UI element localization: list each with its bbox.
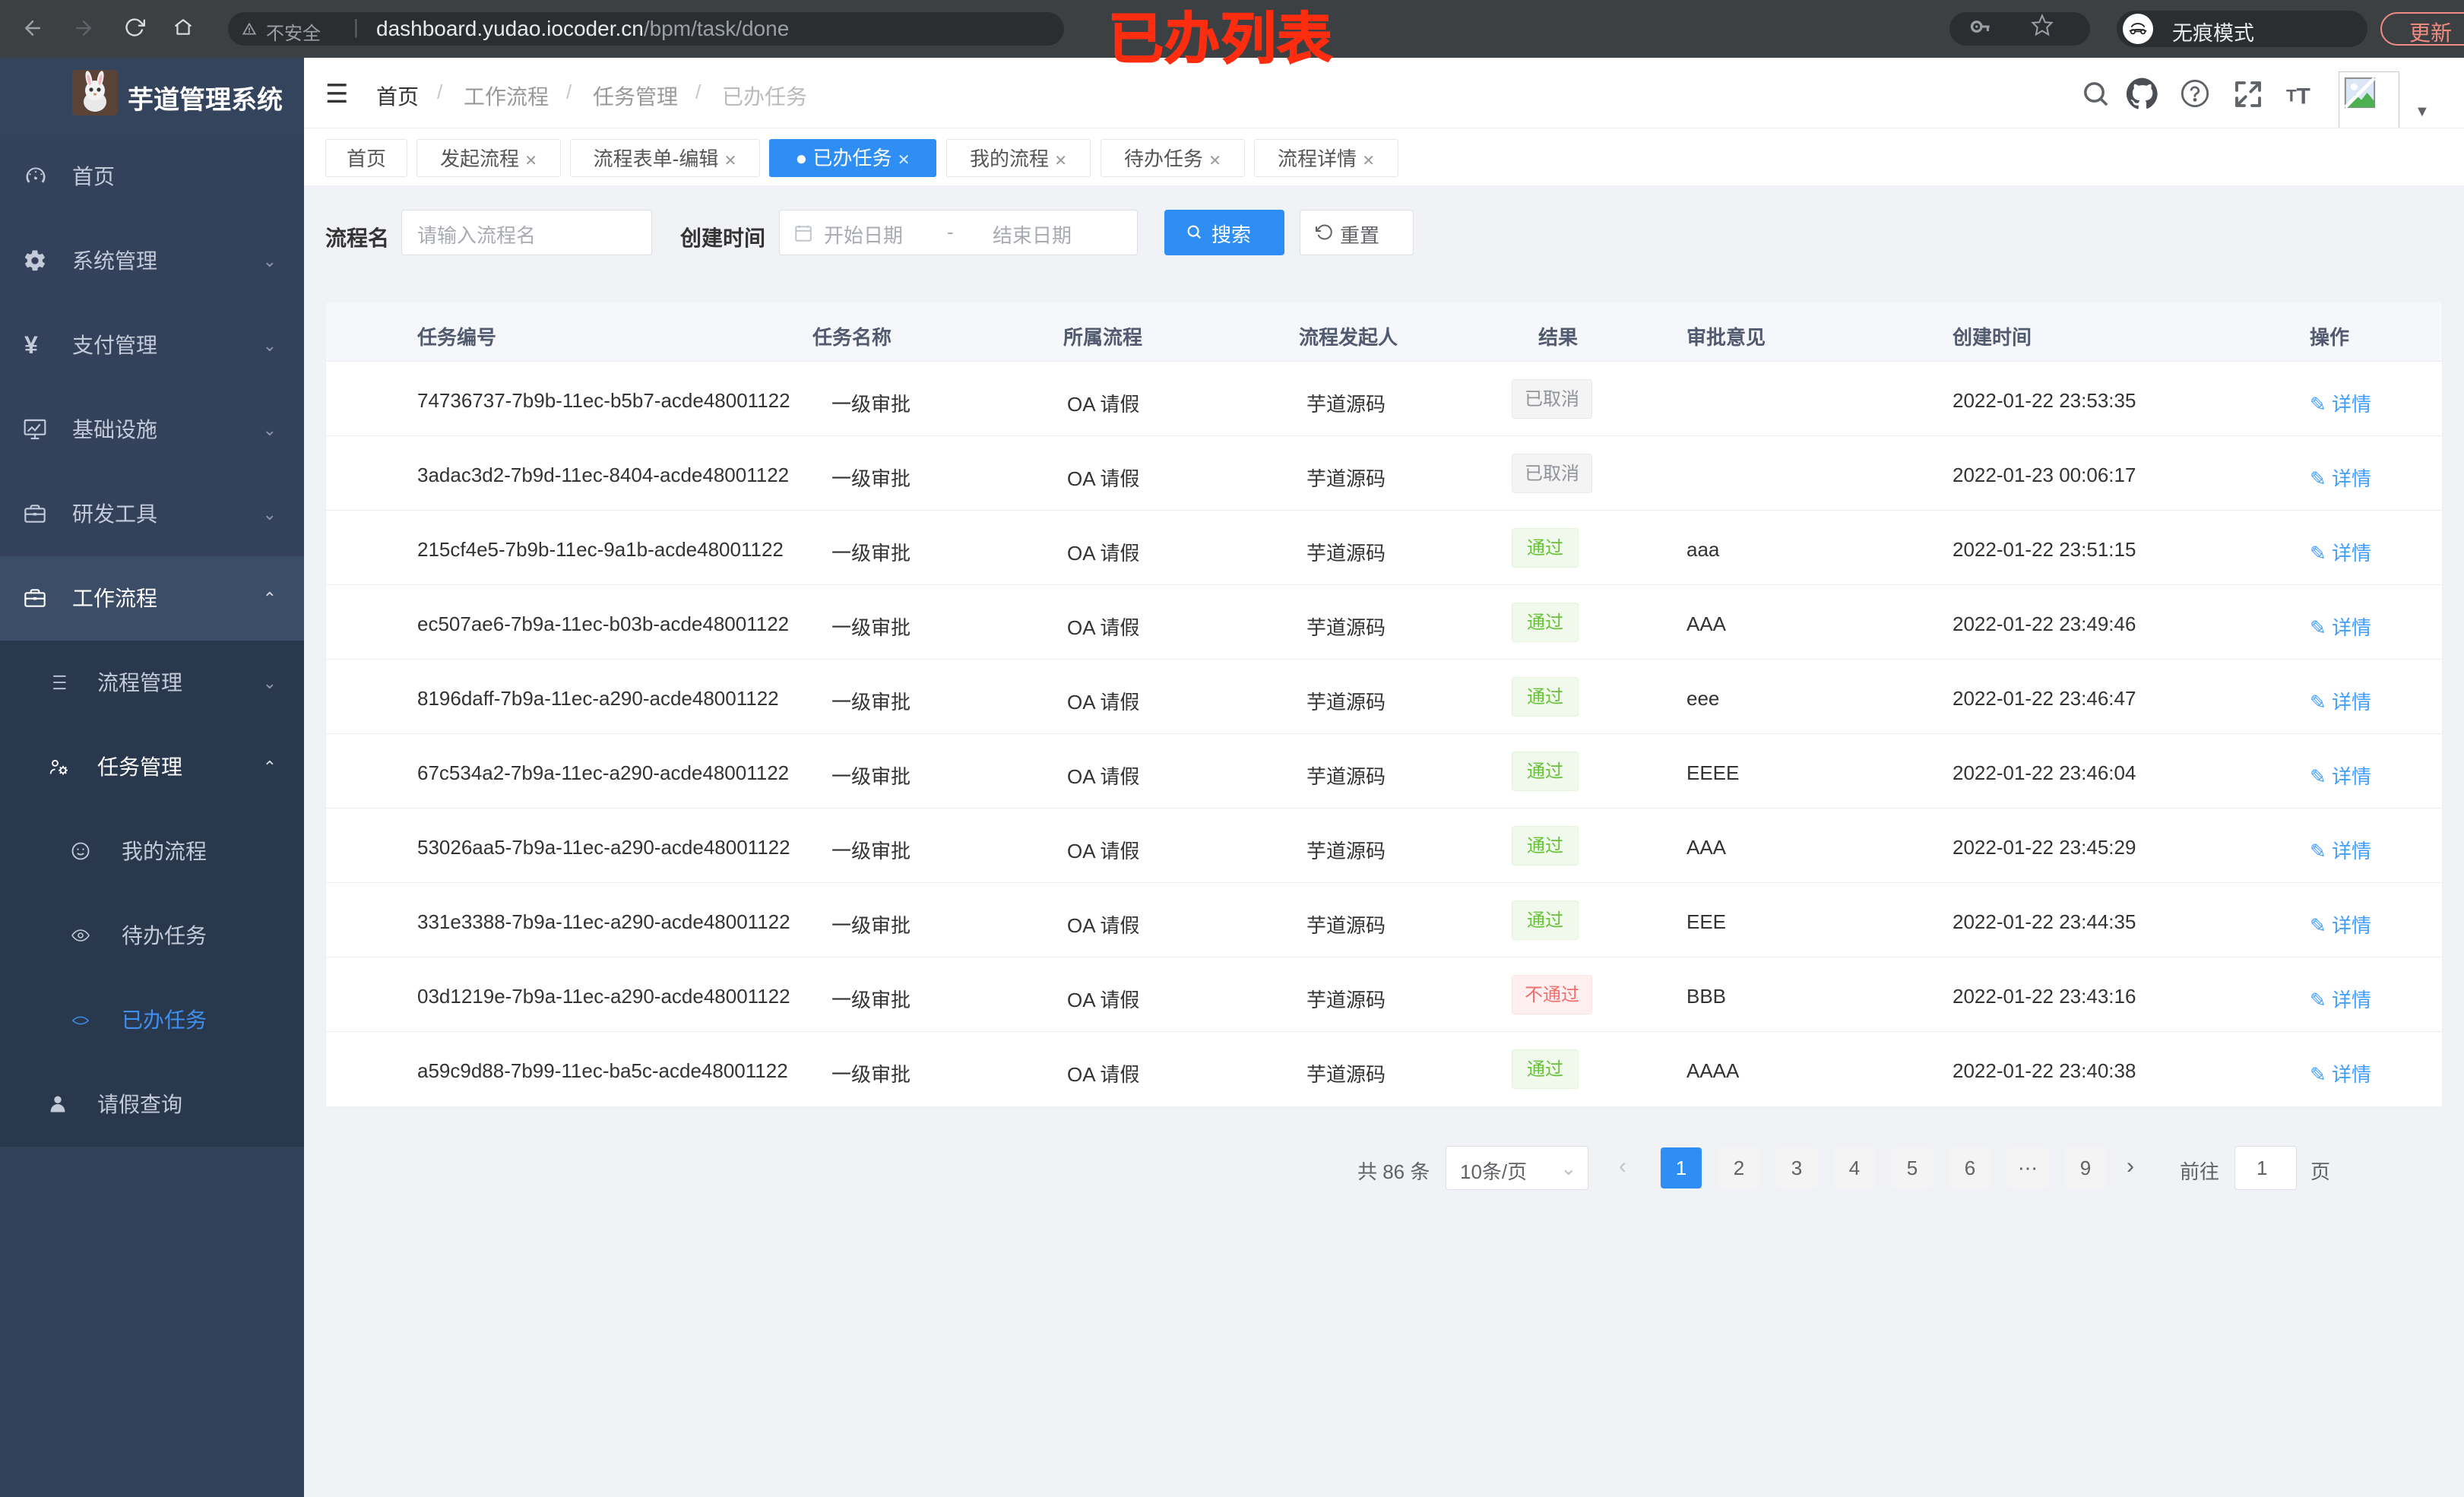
svg-text:T: T: [2286, 87, 2297, 106]
svg-text:T: T: [2297, 84, 2310, 109]
